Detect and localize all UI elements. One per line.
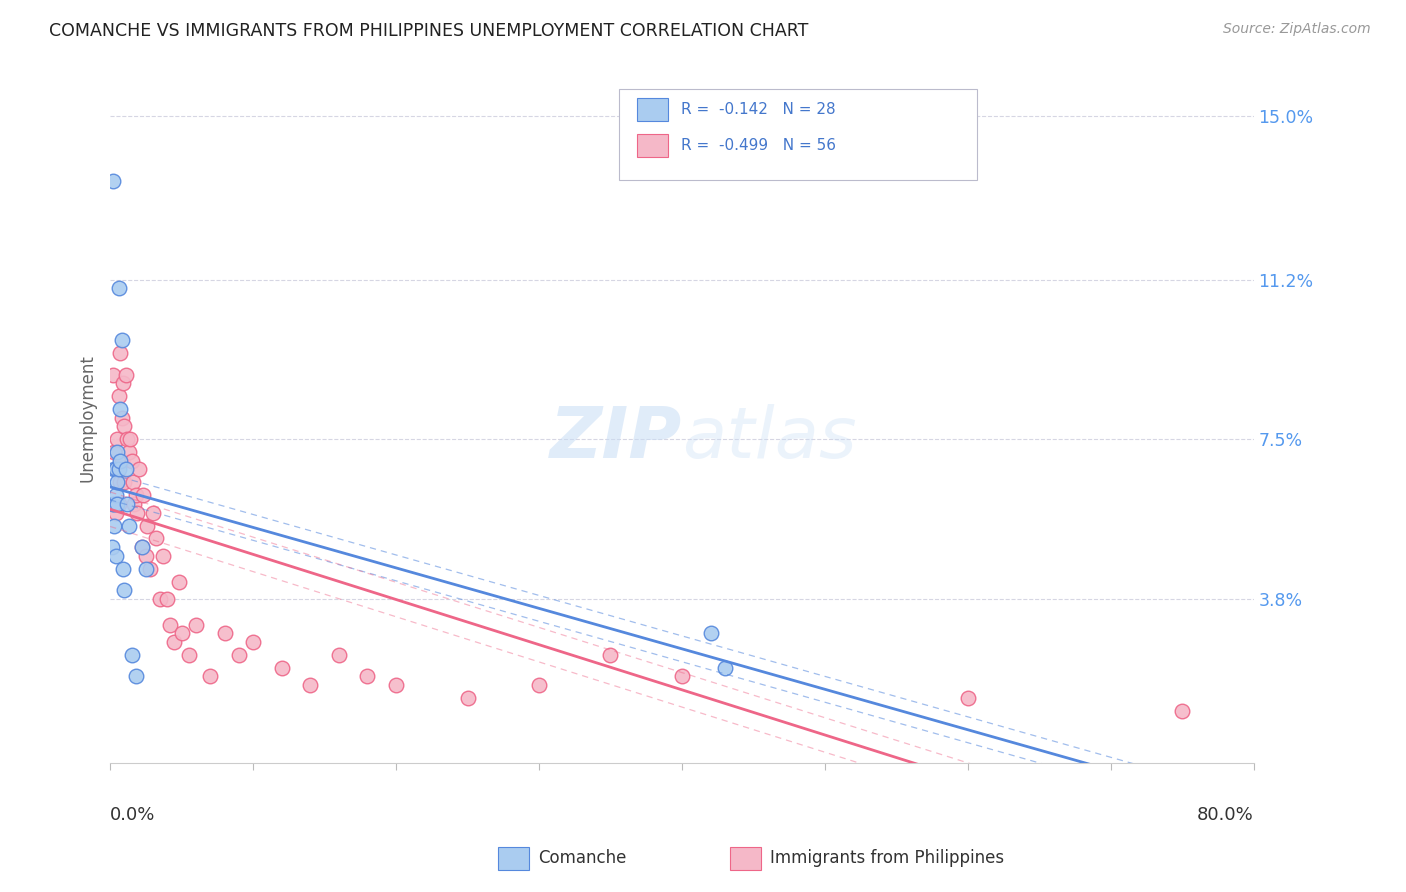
Point	[101, 174, 124, 188]
Point	[121, 454, 143, 468]
Point	[108, 475, 131, 490]
Point	[105, 462, 128, 476]
Text: ZIP: ZIP	[550, 404, 682, 473]
Point	[120, 433, 142, 447]
Point	[103, 497, 125, 511]
Text: R =  -0.142   N = 28: R = -0.142 N = 28	[681, 103, 835, 117]
Point	[956, 690, 979, 705]
Point	[105, 433, 128, 447]
Point	[527, 678, 550, 692]
Point	[122, 475, 145, 490]
Point	[100, 540, 122, 554]
Point	[108, 402, 131, 417]
Point	[228, 648, 250, 662]
Point	[114, 583, 136, 598]
Point	[127, 506, 149, 520]
Point	[149, 591, 172, 606]
Text: Source: ZipAtlas.com: Source: ZipAtlas.com	[1223, 22, 1371, 37]
Point	[107, 462, 129, 476]
Point	[111, 376, 134, 391]
Text: COMANCHE VS IMMIGRANTS FROM PHILIPPINES UNEMPLOYMENT CORRELATION CHART: COMANCHE VS IMMIGRANTS FROM PHILIPPINES …	[49, 22, 808, 40]
Text: atlas: atlas	[682, 404, 856, 473]
Point	[135, 549, 157, 563]
Point	[136, 518, 159, 533]
Point	[139, 561, 162, 575]
Point	[118, 445, 141, 459]
Point	[103, 518, 125, 533]
Point	[131, 540, 153, 554]
Point	[699, 626, 721, 640]
Point	[104, 506, 127, 520]
Point	[200, 669, 222, 683]
Point	[356, 669, 378, 683]
Point	[107, 281, 129, 295]
Point	[118, 518, 141, 533]
Point	[167, 574, 190, 589]
Point	[214, 626, 236, 640]
Point	[1171, 704, 1194, 718]
Point	[177, 648, 200, 662]
Point	[299, 678, 322, 692]
Point	[170, 626, 193, 640]
Point	[114, 475, 136, 490]
Point	[104, 462, 127, 476]
Point	[101, 368, 124, 382]
Point	[104, 462, 127, 476]
Point	[117, 433, 139, 447]
Point	[121, 648, 143, 662]
Point	[152, 549, 174, 563]
Point	[156, 591, 179, 606]
Point	[114, 419, 136, 434]
Point	[111, 561, 134, 575]
Point	[110, 410, 132, 425]
Point	[328, 648, 350, 662]
Point	[599, 648, 621, 662]
Point	[107, 389, 129, 403]
Point	[385, 678, 408, 692]
Text: R =  -0.499   N = 56: R = -0.499 N = 56	[681, 138, 835, 153]
Point	[104, 549, 127, 563]
Text: Comanche: Comanche	[538, 849, 627, 867]
Point	[104, 488, 127, 502]
Point	[128, 462, 150, 476]
Point	[105, 445, 128, 459]
Point	[159, 617, 181, 632]
Point	[145, 532, 167, 546]
Point	[105, 475, 128, 490]
Point	[131, 540, 153, 554]
Point	[125, 488, 148, 502]
Point	[242, 635, 264, 649]
Point	[124, 497, 146, 511]
Point	[163, 635, 186, 649]
Point	[117, 497, 139, 511]
Point	[115, 368, 138, 382]
Point	[107, 497, 129, 511]
Y-axis label: Unemployment: Unemployment	[79, 354, 96, 482]
Point	[108, 454, 131, 468]
Point	[270, 661, 292, 675]
Point	[103, 445, 125, 459]
Text: 0.0%: 0.0%	[110, 805, 156, 823]
Point	[103, 462, 125, 476]
Point	[110, 333, 132, 347]
Point	[457, 690, 479, 705]
Text: Immigrants from Philippines: Immigrants from Philippines	[770, 849, 1005, 867]
Point	[135, 561, 157, 575]
Point	[132, 488, 155, 502]
Point	[671, 669, 693, 683]
Point	[110, 454, 132, 468]
Point	[714, 661, 737, 675]
Text: 80.0%: 80.0%	[1197, 805, 1254, 823]
Point	[105, 497, 128, 511]
Point	[108, 346, 131, 360]
Point	[101, 497, 124, 511]
Point	[184, 617, 207, 632]
Point	[115, 462, 138, 476]
Point	[142, 506, 165, 520]
Point	[125, 669, 148, 683]
